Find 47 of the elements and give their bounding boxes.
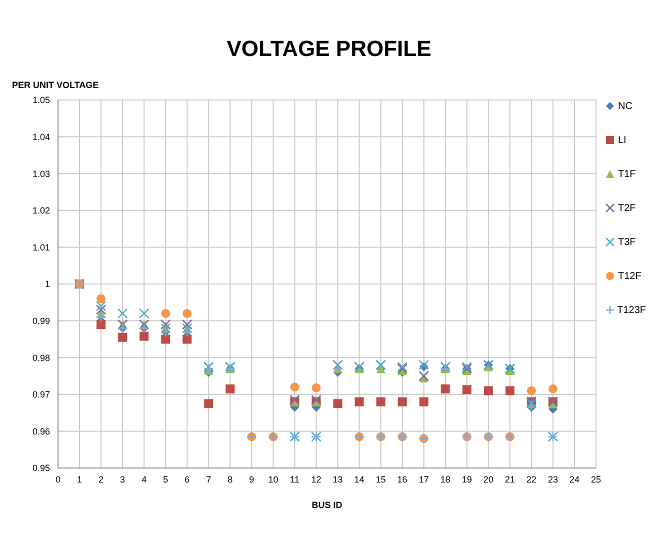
legend-label: T1F: [618, 168, 636, 180]
y-tick-label: 1.04: [32, 132, 50, 142]
x-tick-label: 0: [55, 474, 61, 484]
x-tick-label: 4: [142, 474, 147, 484]
y-tick-label: 1.02: [32, 206, 50, 216]
x-tick-label: 17: [418, 474, 429, 484]
x-tick-label: 24: [569, 474, 580, 484]
y-tick-label: 0.95: [32, 463, 50, 474]
x-tick-label: 2: [98, 474, 104, 484]
x-tick-label: 6: [184, 474, 190, 484]
x-tick-label: 8: [228, 474, 233, 484]
legend-label: NC: [618, 100, 632, 112]
y-tick-label: 0.98: [32, 352, 50, 363]
x-tick-label: 22: [526, 474, 536, 484]
x-tick-label: 16: [397, 474, 408, 484]
y-tick-label: 0.96: [32, 426, 50, 436]
chart-title: VOLTAGE PROFILE: [226, 35, 432, 63]
x-tick-label: 3: [120, 474, 126, 484]
legend-label: T12F: [618, 270, 642, 282]
x-tick-label: 21: [504, 474, 515, 484]
x-tick-label: 15: [376, 474, 386, 484]
legend-label: T2F: [618, 202, 636, 214]
y-tick-label: 1.01: [32, 242, 50, 252]
x-tick-label: 5: [163, 474, 168, 484]
x-tick-label: 18: [440, 474, 450, 484]
x-tick-label: 19: [462, 474, 472, 484]
x-tick-label: 25: [590, 474, 602, 484]
y-tick-label: 1.05: [32, 95, 50, 106]
x-tick-label: 14: [354, 474, 364, 484]
legend-label: T3F: [618, 236, 636, 248]
x-tick-label: 1: [77, 474, 82, 484]
x-tick-label: 9: [249, 474, 254, 484]
x-tick-label: 20: [483, 474, 494, 484]
y-tick-label: 0.97: [32, 390, 50, 400]
x-axis-title: BUS ID: [312, 500, 343, 510]
legend-label: LI: [618, 134, 626, 146]
x-tick-label: 7: [206, 474, 212, 484]
y-tick-label: 1: [44, 279, 50, 290]
x-tick-label: 10: [268, 474, 278, 484]
x-tick-label: 11: [290, 474, 300, 484]
y-axis-title: PER UNIT VOLTAGE: [12, 80, 100, 92]
x-tick-label: 12: [311, 474, 322, 484]
y-tick-label: 1.03: [32, 168, 50, 179]
y-tick-label: 0.99: [32, 316, 50, 326]
x-tick-label: 23: [548, 474, 558, 484]
x-tick-label: 13: [332, 474, 343, 484]
legend-label: T123F: [617, 304, 646, 316]
